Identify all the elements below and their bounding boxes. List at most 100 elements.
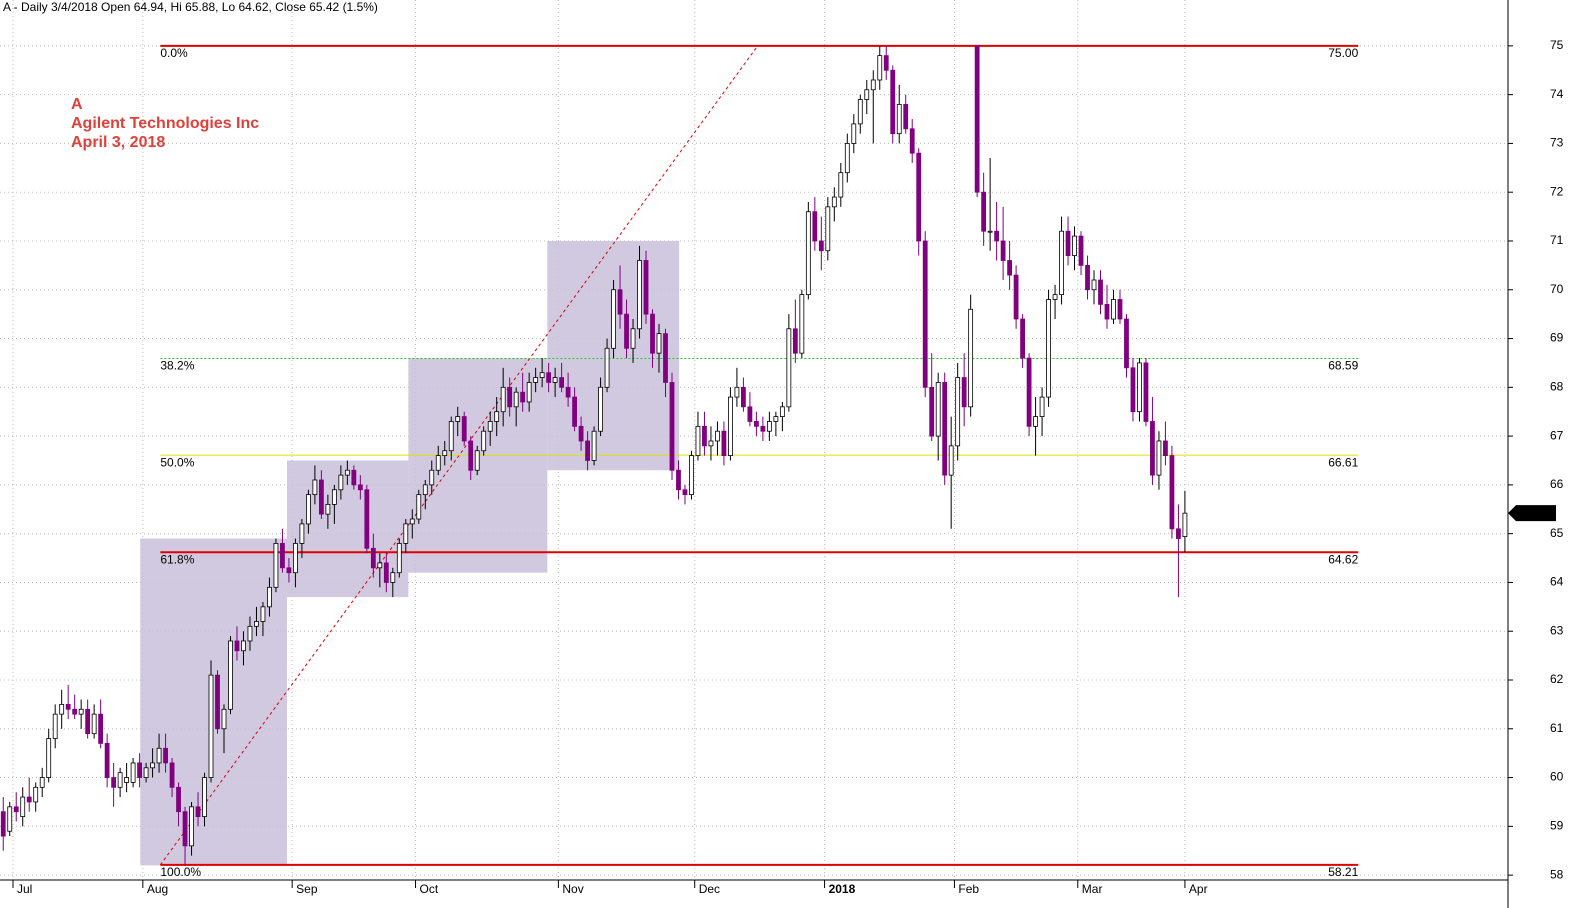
- candle-body: [559, 377, 565, 388]
- candle-body: [461, 416, 467, 442]
- candle-body: [299, 523, 305, 544]
- candle-body: [1137, 362, 1142, 413]
- candle-body: [474, 450, 480, 471]
- candle-body: [851, 123, 857, 144]
- candle-body: [929, 386, 935, 437]
- candle-body: [838, 172, 844, 198]
- candle-body: [987, 230, 993, 233]
- fib-label: 0.0%: [160, 46, 188, 60]
- candle-body: [202, 777, 207, 817]
- x-tick-label: Oct: [420, 882, 439, 896]
- plot: [0, 0, 1505, 880]
- range-box: [140, 538, 287, 866]
- candle-body: [182, 811, 188, 847]
- y-tick-label: 64: [1550, 575, 1564, 589]
- candle-body: [293, 543, 298, 574]
- candle-body: [890, 69, 896, 135]
- candle-body: [786, 328, 792, 408]
- candle-body: [33, 786, 39, 803]
- candle-body: [130, 762, 136, 783]
- fib-value-label: 66.61: [1328, 455, 1358, 469]
- candle-body: [306, 494, 311, 525]
- candle-body: [260, 606, 266, 622]
- candle-body: [715, 430, 720, 442]
- candle-body: [1020, 318, 1025, 359]
- candle-body: [52, 713, 58, 739]
- fib-label: 61.8%: [160, 552, 194, 566]
- candle-body: [637, 260, 642, 330]
- candle-body: [390, 572, 396, 583]
- candle-body: [909, 128, 915, 154]
- candle-body: [26, 796, 32, 803]
- candle-body: [552, 377, 558, 383]
- candle-body: [702, 425, 707, 447]
- annotation: Agilent Technologies Inc: [71, 115, 259, 132]
- candle-body: [221, 708, 227, 730]
- candle-body: [383, 562, 389, 583]
- y-tick-label: 71: [1550, 233, 1564, 247]
- candle-body: [1026, 357, 1032, 427]
- candle-body: [734, 386, 740, 398]
- candle-body: [241, 640, 246, 652]
- x-tick-label: Apr: [1189, 882, 1208, 896]
- candle-body: [98, 713, 104, 744]
- candle-body: [65, 703, 71, 710]
- x-tick-label: Feb: [958, 882, 979, 896]
- candle-body: [812, 211, 818, 242]
- candle-body: [916, 152, 922, 242]
- candle-body: [864, 89, 870, 100]
- candle-body: [1072, 235, 1077, 257]
- candle-body: [13, 806, 19, 813]
- last-price-label: 65.42: [1519, 505, 1549, 519]
- y-tick-label: 70: [1550, 282, 1564, 296]
- candle-body: [1176, 528, 1181, 539]
- candle-body: [273, 543, 279, 588]
- candle-body: [111, 777, 117, 788]
- fib-label: 50.0%: [160, 455, 194, 469]
- candle-body: [46, 738, 52, 778]
- y-tick-label: 59: [1550, 819, 1564, 833]
- candle-body: [779, 406, 785, 417]
- candle-body: [72, 708, 78, 715]
- candle-body: [1182, 512, 1188, 537]
- candle-body: [267, 586, 272, 608]
- candle-body: [565, 386, 571, 398]
- candle-body: [1124, 318, 1129, 369]
- candle-body: [747, 406, 753, 422]
- candle-body: [968, 308, 974, 408]
- candle-body: [1039, 396, 1045, 417]
- candle-body: [663, 333, 668, 383]
- candle-body: [1065, 230, 1071, 257]
- candle-body: [85, 708, 91, 735]
- candle-body: [585, 440, 590, 461]
- last-price-box: [1508, 505, 1556, 522]
- y-tick-label: 66: [1550, 477, 1564, 491]
- y-tick-label: 60: [1550, 770, 1564, 784]
- candle-body: [1059, 230, 1064, 296]
- x-tick-label: 2018: [829, 882, 856, 896]
- candle-body: [961, 377, 967, 408]
- candle-body: [844, 143, 850, 174]
- candle-body: [1052, 294, 1058, 300]
- candle-body: [1150, 421, 1155, 476]
- candle-body: [604, 347, 610, 388]
- candle-body: [520, 391, 526, 403]
- candle-body: [760, 425, 766, 432]
- candle-body: [169, 762, 175, 788]
- candle-body: [539, 372, 545, 378]
- candle-body: [325, 503, 331, 515]
- candle-body: [195, 806, 201, 817]
- candle-body: [669, 382, 675, 471]
- candle-body: [805, 211, 811, 296]
- candle-body: [728, 396, 733, 457]
- candle-body: [1117, 299, 1123, 320]
- annotation: A: [71, 96, 83, 113]
- candle-body: [708, 440, 714, 447]
- candle-body: [598, 386, 603, 432]
- candle-body: [650, 313, 655, 354]
- candle-body: [942, 382, 948, 476]
- candle-body: [20, 796, 26, 817]
- candle-body: [981, 191, 987, 232]
